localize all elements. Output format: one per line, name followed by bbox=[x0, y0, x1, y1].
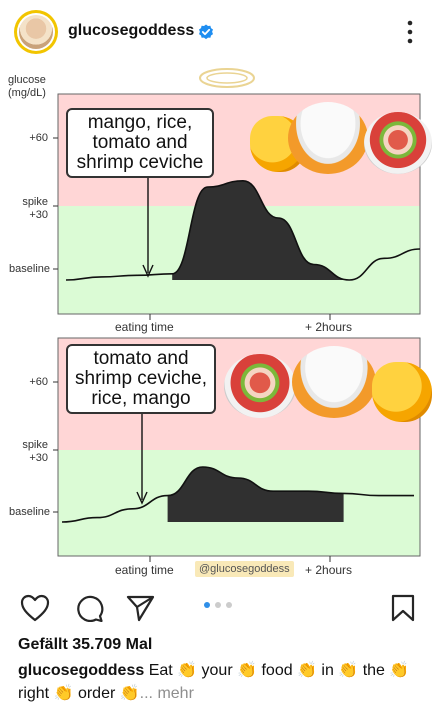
tick-baseline-1: baseline bbox=[9, 263, 50, 275]
post-username[interactable]: glucosegoddess bbox=[68, 22, 195, 39]
comment-icon[interactable] bbox=[74, 594, 104, 622]
post-image[interactable]: glucose (mg/dL) +60 spike +30 baseline e… bbox=[0, 66, 441, 586]
post-actions bbox=[0, 586, 441, 630]
watermark: @glucosegoddess bbox=[195, 561, 294, 577]
post-header: glucosegoddess bbox=[0, 0, 441, 66]
tick-spike-1: spike +30 bbox=[22, 196, 48, 221]
caption-text: Eat 👏 your 👏 food 👏 in 👏 the 👏 right 👏 o… bbox=[18, 662, 410, 702]
ceviche-image bbox=[364, 112, 432, 174]
glucose-area-2 bbox=[167, 467, 344, 522]
post-caption: glucosegoddess Eat 👏 your 👏 food 👏 in 👏 … bbox=[18, 659, 433, 705]
more-vertical-icon[interactable] bbox=[400, 18, 420, 46]
tick-baseline-2: baseline bbox=[9, 506, 50, 518]
y-axis-title: glucose (mg/dL) bbox=[8, 74, 46, 99]
like-count[interactable]: Gefällt 35.709 Mal bbox=[18, 636, 153, 653]
halo-icon bbox=[199, 68, 255, 88]
x-tick-2hours-1: + 2hours bbox=[305, 320, 353, 334]
avatar-photo bbox=[19, 15, 53, 49]
carousel-dot-active bbox=[204, 602, 210, 608]
carousel-dot bbox=[215, 602, 221, 608]
rice-bowl-image bbox=[288, 102, 368, 174]
glucose-line-2 bbox=[61, 466, 414, 523]
x-tick-eating-1: eating time bbox=[115, 320, 174, 334]
x-tick-2hours-2: + 2hours bbox=[305, 563, 353, 577]
glucose-area-1 bbox=[172, 180, 350, 280]
caption-more-link[interactable]: ... mehr bbox=[139, 685, 194, 702]
glucose-line-1 bbox=[65, 179, 421, 281]
profile-avatar[interactable] bbox=[14, 10, 58, 54]
rice-bowl-image-2 bbox=[292, 346, 376, 418]
ceviche-image-2 bbox=[224, 354, 296, 418]
tick-spike-2: spike +30 bbox=[22, 439, 48, 464]
annotation-order-1: mango, rice, tomato and shrimp ceviche bbox=[66, 108, 214, 178]
verified-badge-icon bbox=[199, 24, 213, 40]
tick-plus60-2: +60 bbox=[29, 376, 48, 388]
carousel-dot bbox=[226, 602, 232, 608]
bookmark-icon[interactable] bbox=[390, 594, 416, 622]
share-icon[interactable] bbox=[126, 594, 156, 622]
tick-plus60-1: +60 bbox=[29, 132, 48, 144]
caption-username[interactable]: glucosegoddess bbox=[18, 662, 145, 679]
heart-icon[interactable] bbox=[20, 594, 50, 622]
mango-image-2 bbox=[372, 362, 432, 422]
carousel-indicator bbox=[204, 602, 234, 610]
annotation-order-2: tomato and shrimp ceviche, rice, mango bbox=[66, 344, 216, 414]
x-tick-eating-2: eating time bbox=[115, 563, 174, 577]
